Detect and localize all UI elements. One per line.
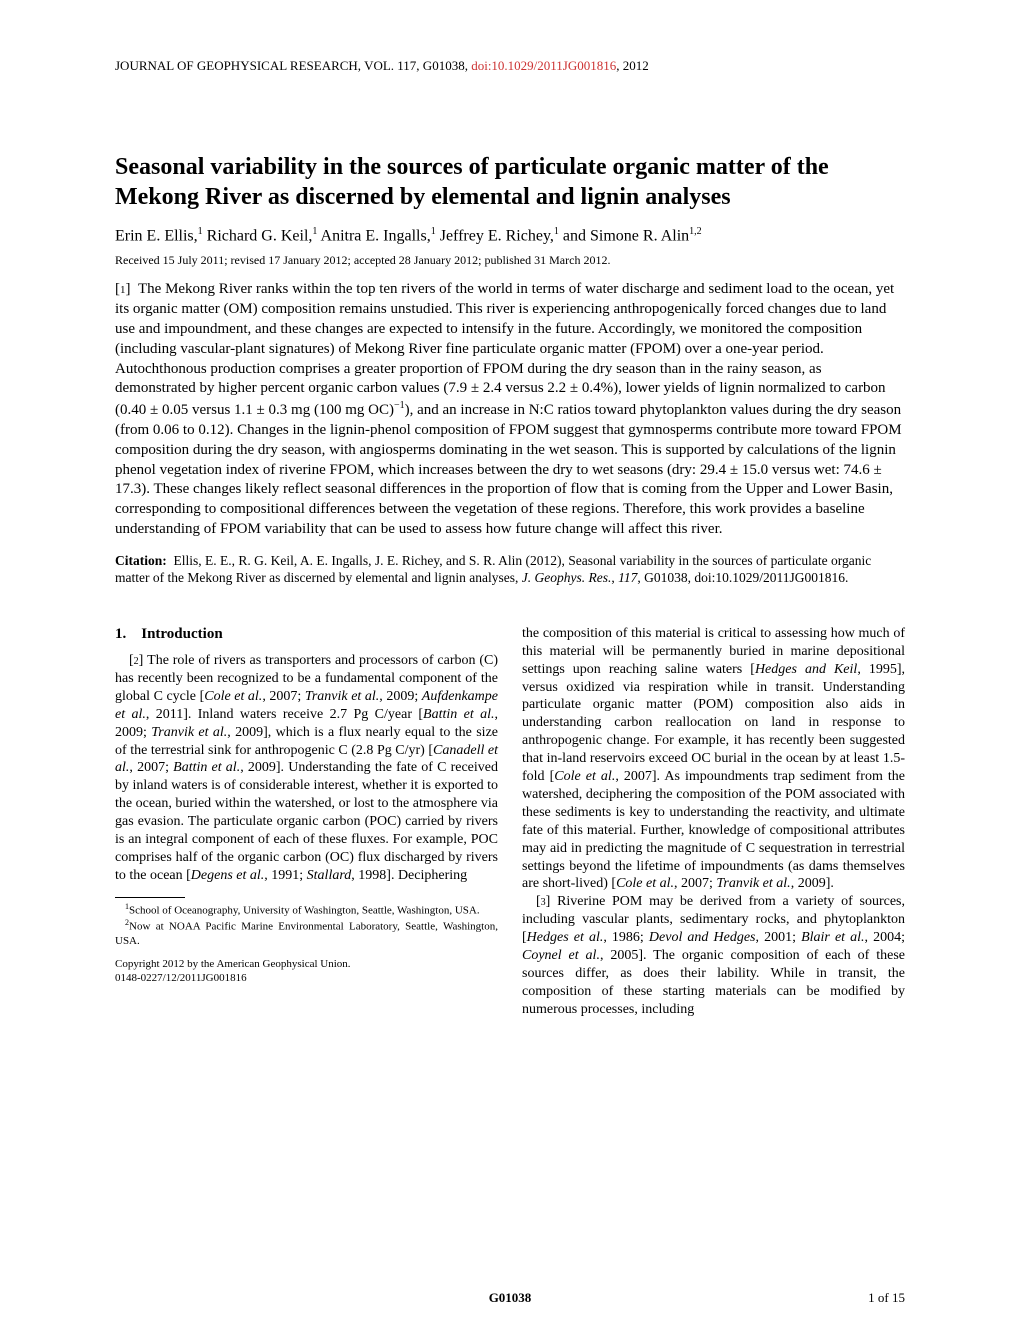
affiliation-2: 2Now at NOAA Pacific Marine Environmenta… — [115, 918, 498, 948]
abstract: [1] The Mekong River ranks within the to… — [115, 280, 905, 539]
page-number: 1 of 15 — [868, 1290, 905, 1306]
left-column: 1. Introduction [2] The role of rivers a… — [115, 625, 498, 1019]
paragraph-2-continued: the composition of this material is crit… — [522, 625, 905, 894]
paragraph-2: [2] The role of rivers as transporters a… — [115, 652, 498, 885]
article-title: Seasonal variability in the sources of p… — [115, 152, 905, 212]
doi-link[interactable]: doi:10.1029/2011JG001816 — [471, 58, 616, 73]
article-id-footer: G01038 — [0, 1290, 1020, 1306]
affiliation-1: 1School of Oceanography, University of W… — [115, 902, 498, 918]
copyright-line: Copyright 2012 by the American Geophysic… — [115, 958, 498, 972]
citation-label: Citation: — [115, 553, 167, 568]
footnote-separator — [115, 897, 185, 898]
section-heading-introduction: 1. Introduction — [115, 625, 498, 644]
paragraph-3: [3] Riverine POM may be derived from a v… — [522, 893, 905, 1018]
journal-name: JOURNAL OF GEOPHYSICAL RESEARCH, VOL. 11… — [115, 58, 471, 73]
author-list: Erin E. Ellis,1 Richard G. Keil,1 Anitra… — [115, 226, 905, 245]
citation-block: Citation: Ellis, E. E., R. G. Keil, A. E… — [115, 552, 905, 587]
body-columns: 1. Introduction [2] The role of rivers a… — [115, 625, 905, 1019]
journal-header: JOURNAL OF GEOPHYSICAL RESEARCH, VOL. 11… — [115, 58, 905, 74]
journal-year: , 2012 — [616, 58, 649, 73]
publication-dates: Received 15 July 2011; revised 17 Januar… — [115, 253, 905, 268]
issn-doi-line: 0148-0227/12/2011JG001816 — [115, 972, 498, 986]
right-column: the composition of this material is crit… — [522, 625, 905, 1019]
citation-text: Ellis, E. E., R. G. Keil, A. E. Ingalls,… — [115, 553, 871, 586]
copyright-block: Copyright 2012 by the American Geophysic… — [115, 958, 498, 986]
